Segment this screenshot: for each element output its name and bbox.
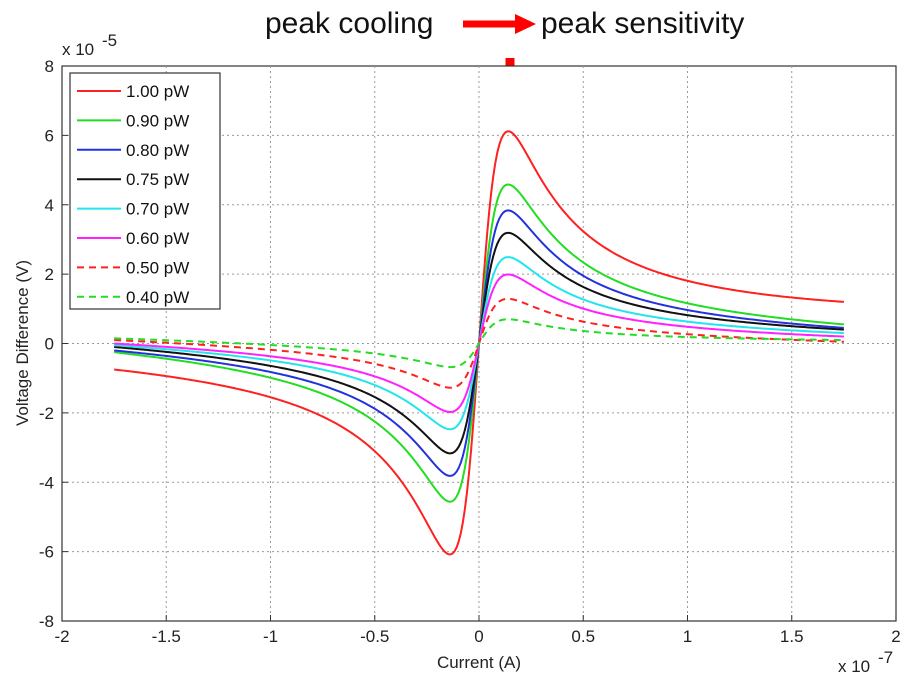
legend-label: 0.75 pW <box>126 170 189 189</box>
y-tick-label: 8 <box>45 57 54 76</box>
x-tick-label: -2 <box>54 627 69 646</box>
legend-label: 0.70 pW <box>126 200 189 219</box>
legend-label: 1.00 pW <box>126 82 189 101</box>
axis-ticks: -2 -1.5 -1 -0.5 0 0.5 1 1.5 2 8 6 4 2 0 -2 -4 -6 -8 <box>39 57 901 646</box>
annotation-left-text: peak cooling <box>265 7 433 40</box>
y-axis-label: Voltage Difference (V) <box>13 260 32 426</box>
legend-label: 0.50 pW <box>126 258 189 277</box>
x-tick-label: -0.5 <box>360 627 389 646</box>
y-exponent: -5 <box>102 31 117 50</box>
legend-box <box>69 72 221 310</box>
x-tick-label: 2 <box>891 627 900 646</box>
y-tick-label: -2 <box>39 404 54 423</box>
annotation-right-text: peak sensitivity <box>541 7 744 40</box>
x-axis-label: Current (A) <box>437 653 521 672</box>
y-tick-label: -6 <box>39 543 54 562</box>
series-layer <box>114 130 844 556</box>
grid <box>62 66 896 621</box>
legend-label: 0.60 pW <box>126 229 189 248</box>
series-line-7 <box>114 318 844 369</box>
x-tick-label: 1.5 <box>780 627 804 646</box>
y-tick-label: 2 <box>45 265 54 284</box>
x-tick-label: 0.5 <box>571 627 595 646</box>
x-tick-label: -1 <box>263 627 278 646</box>
x-exponent: -7 <box>878 648 893 667</box>
y-tick-label: -8 <box>39 612 54 631</box>
legend-label: 0.40 pW <box>126 288 189 307</box>
annotation-right-arrow <box>463 14 536 34</box>
x-multiplier: x 10 <box>838 657 870 676</box>
legend-label: 0.80 pW <box>126 141 189 160</box>
legend-label: 0.90 pW <box>126 111 189 130</box>
y-multiplier: x 10 <box>62 40 94 59</box>
y-tick-label: 0 <box>45 335 54 354</box>
y-tick-label: -4 <box>39 473 54 492</box>
x-tick-label: 0 <box>474 627 483 646</box>
y-tick-label: 4 <box>45 196 54 215</box>
x-tick-label: -1.5 <box>152 627 181 646</box>
legend: 1.00 pW 0.90 pW 0.80 pW 0.75 pW 0.70 pW 0.60 … <box>69 72 221 310</box>
y-tick-label: 6 <box>45 126 54 145</box>
x-tick-label: 1 <box>683 627 692 646</box>
